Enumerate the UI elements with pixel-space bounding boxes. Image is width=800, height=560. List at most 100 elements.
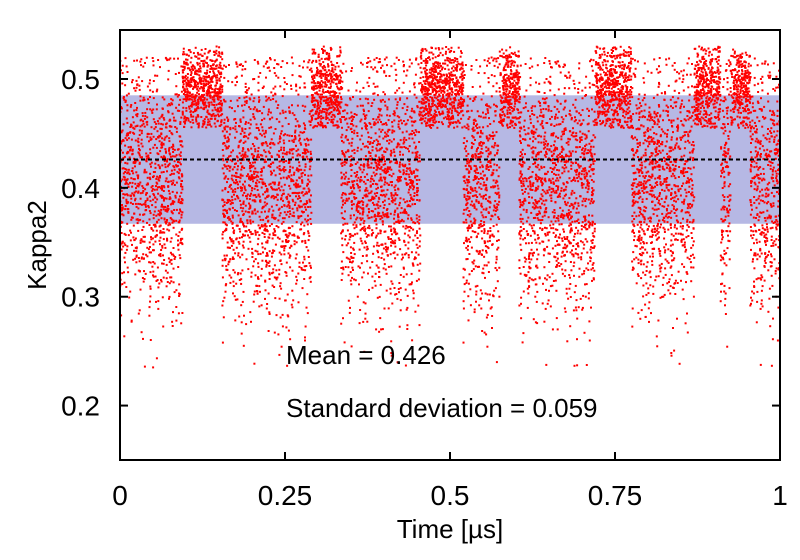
data-point: [302, 122, 305, 125]
data-point: [131, 167, 134, 170]
data-point: [341, 87, 344, 90]
data-point: [122, 157, 125, 160]
data-point: [181, 113, 184, 116]
data-point: [434, 69, 437, 71]
data-point: [404, 209, 406, 212]
data-point: [321, 48, 323, 50]
data-point: [310, 194, 312, 197]
data-point: [438, 103, 441, 106]
data-point: [346, 150, 349, 153]
data-point: [313, 87, 316, 90]
data-point: [278, 353, 281, 356]
data-point: [203, 106, 206, 109]
data-point: [359, 104, 362, 107]
data-point: [304, 218, 307, 221]
data-point: [411, 107, 414, 110]
data-point: [377, 140, 380, 143]
data-point: [250, 320, 252, 323]
data-point: [206, 56, 209, 59]
data-point: [348, 156, 351, 158]
data-point: [358, 248, 361, 251]
data-point: [160, 171, 163, 174]
data-point: [236, 99, 239, 102]
data-point: [341, 126, 343, 129]
data-point: [407, 217, 409, 220]
data-point: [144, 200, 147, 203]
data-point: [291, 156, 294, 159]
data-point: [171, 221, 174, 224]
data-point: [339, 49, 342, 52]
data-point: [419, 66, 422, 69]
data-point: [420, 62, 423, 64]
data-point: [168, 192, 171, 195]
data-point: [151, 111, 154, 114]
data-point: [371, 178, 374, 181]
data-point: [360, 218, 363, 221]
data-point: [248, 97, 251, 100]
data-point: [133, 194, 136, 197]
data-point: [432, 79, 435, 82]
data-point: [232, 231, 235, 234]
data-point: [121, 64, 124, 67]
data-point: [281, 125, 284, 128]
data-point: [135, 261, 138, 264]
data-point: [305, 306, 308, 309]
data-point: [396, 207, 399, 210]
data-point: [154, 275, 157, 278]
data-point: [325, 71, 328, 74]
data-point: [249, 220, 252, 223]
data-point: [390, 244, 393, 247]
data-point: [271, 172, 273, 175]
data-point: [405, 74, 408, 77]
data-point: [241, 68, 244, 71]
data-point: [416, 189, 419, 192]
data-point: [208, 101, 211, 104]
data-point: [258, 181, 261, 184]
data-point: [390, 354, 393, 357]
data-point: [217, 54, 220, 57]
data-point: [418, 240, 421, 243]
data-point: [366, 162, 369, 165]
data-point: [275, 188, 278, 191]
data-point: [350, 70, 353, 72]
data-point: [304, 86, 307, 89]
data-point: [399, 139, 402, 142]
data-point: [205, 104, 208, 107]
data-point: [250, 166, 253, 169]
data-point: [402, 173, 405, 176]
data-point: [328, 91, 331, 94]
data-point: [272, 271, 275, 274]
data-point: [408, 178, 411, 181]
data-point: [136, 83, 139, 86]
data-point: [247, 247, 250, 250]
data-point: [123, 256, 126, 259]
data-point: [358, 189, 361, 192]
data-point: [177, 312, 180, 315]
data-point: [225, 65, 227, 68]
data-point: [234, 188, 237, 191]
data-point: [254, 136, 257, 139]
data-point: [318, 111, 321, 114]
data-point: [236, 65, 239, 68]
data-point: [354, 279, 357, 282]
data-point: [237, 252, 240, 255]
data-point: [304, 127, 307, 130]
data-point: [360, 176, 362, 179]
data-point: [158, 282, 161, 285]
data-point: [193, 103, 196, 106]
data-point: [196, 63, 199, 66]
data-point: [176, 191, 178, 194]
data-point: [383, 58, 386, 61]
data-point: [205, 126, 208, 129]
data-point: [206, 92, 209, 95]
data-point: [239, 162, 242, 165]
data-point: [241, 210, 244, 213]
data-point: [158, 165, 161, 168]
data-point: [238, 242, 241, 245]
data-point: [376, 192, 379, 194]
data-point: [270, 187, 273, 190]
data-point: [278, 273, 281, 276]
data-point: [241, 253, 244, 256]
data-point: [210, 77, 213, 80]
data-point: [342, 268, 345, 271]
